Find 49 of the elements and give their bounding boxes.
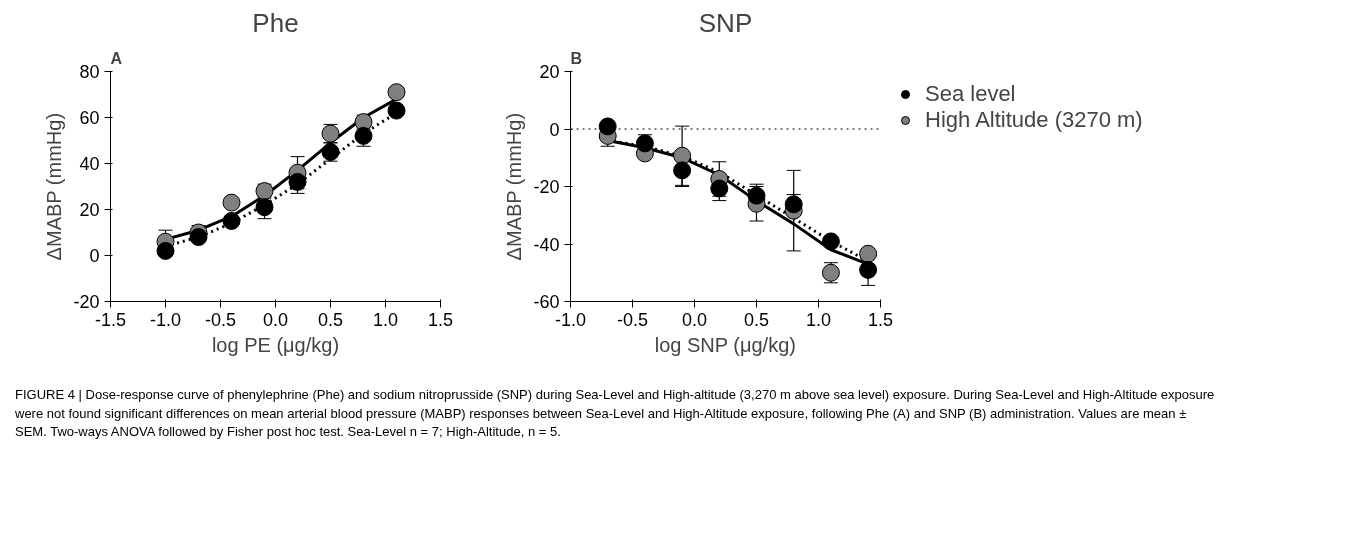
y-axis-title: ΔMABP (mmHg) (43, 112, 66, 261)
x-tick-label: 0.0 (681, 309, 708, 330)
point (189, 228, 208, 247)
point (673, 161, 692, 180)
y-tick-label: 20 (539, 62, 560, 82)
x-tick-label: -0.5 (616, 309, 649, 330)
y-tick-label: 40 (79, 154, 100, 174)
y-tick-label: -60 (533, 292, 560, 312)
x-tick-label: -0.5 (204, 309, 237, 330)
y-tick-label: 80 (79, 62, 100, 82)
point (673, 146, 692, 165)
chart-title: SNP (698, 7, 753, 38)
x-tick-label: 1.0 (372, 309, 399, 330)
x-tick-label: 0.0 (262, 309, 289, 330)
y-tick-label: 0 (89, 246, 100, 266)
y-tick-label: 20 (79, 200, 100, 220)
point (710, 179, 729, 198)
y-tick-label: -20 (73, 292, 100, 312)
caption: FIGURE 4 | Dose-response curve of phenylephrine (Phe) and sodium nitroprusside (SNP) during Sea-Level and High-altitude (3,270 m above sea level) exposure. During Sea-Level and High-Altitude exposure were not found significant differences on mean arterial blood pressure (MABP) responses between Sea-Level and High-Altitude exposure, following Phe (A) and SNP (B) administration. Values are mean ± SEM. Two-ways ANOVA followed by Fisher post hoc test. Sea-Level n = 7; High-Altitude, n = 5. (15, 386, 1215, 442)
point (635, 134, 654, 153)
y-tick-label: 60 (79, 108, 100, 128)
point (222, 193, 241, 212)
x-tick-label: -1.5 (94, 309, 127, 330)
point (222, 212, 241, 230)
point (821, 232, 840, 251)
x-tick-label: 1.0 (805, 309, 832, 330)
x-tick-label: -1.0 (554, 309, 587, 330)
y-tick-label: 0 (549, 119, 560, 140)
x-tick-label: 1.5 (867, 309, 894, 330)
legend-label: Sea level (925, 81, 1016, 107)
y-tick-label: -40 (533, 234, 560, 255)
x-tick-label: 1.5 (427, 309, 454, 330)
x-tick-label: -1.0 (149, 309, 182, 330)
point (859, 244, 878, 263)
point (387, 101, 406, 120)
x-tick-label: 0.5 (743, 309, 770, 330)
point (156, 241, 175, 260)
point (859, 260, 878, 279)
x-axis-title: log PE (μg/kg) (211, 333, 340, 356)
legend-label: High Altitude (3270 m) (925, 107, 1143, 133)
text: A (110, 49, 123, 67)
y-tick-label: -20 (533, 177, 560, 197)
text: B (570, 49, 583, 67)
point (387, 83, 406, 102)
point (598, 117, 617, 136)
chart-title: Phe (252, 7, 299, 38)
y-axis-title: ΔMABP (mmHg) (503, 112, 526, 261)
x-axis-title: log SNP (μg/kg) (654, 333, 796, 356)
x-tick-label: 0.5 (317, 309, 344, 330)
